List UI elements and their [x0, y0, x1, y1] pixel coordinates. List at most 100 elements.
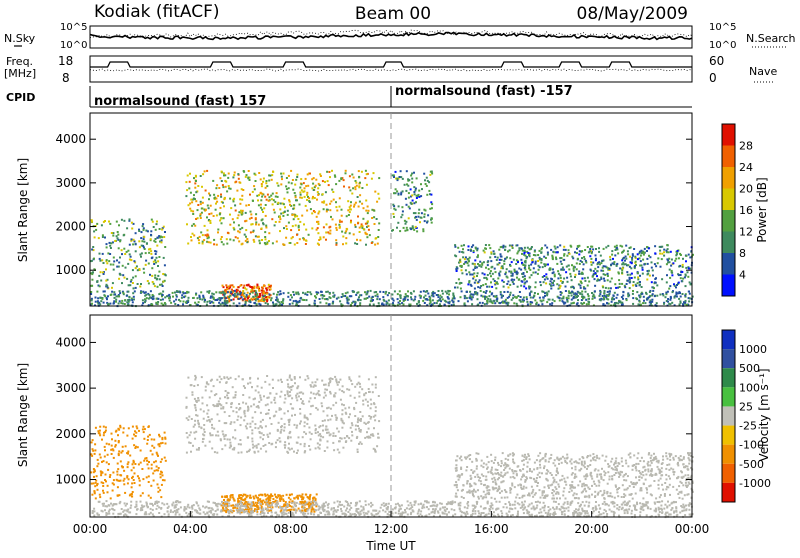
power-cell [551, 255, 553, 257]
power-cell [272, 242, 274, 244]
power-cell [629, 277, 631, 279]
velocity-cell [320, 435, 322, 437]
velocity-cell [360, 429, 362, 431]
power-cell [499, 271, 501, 273]
power-cell [532, 272, 534, 274]
power-cell [116, 221, 118, 223]
power-cell [116, 266, 118, 268]
power-cell [598, 247, 600, 249]
velocity-cell [494, 498, 496, 500]
power-cell [503, 263, 505, 265]
power-cell [334, 176, 336, 178]
power-cell [655, 265, 657, 267]
power-cell [512, 273, 514, 275]
power-cell [590, 269, 592, 271]
power-cell [685, 275, 687, 277]
velocity-cell [161, 438, 163, 440]
power-cell [215, 198, 217, 200]
velocity-cell [123, 483, 125, 485]
velocity-cell [274, 397, 276, 399]
power-cell [482, 302, 484, 304]
power-cell [260, 304, 262, 306]
power-cell [258, 286, 260, 288]
power-cell [520, 301, 522, 303]
velocity-cell [539, 460, 541, 462]
velocity-cell [539, 489, 541, 491]
power-cell [294, 184, 296, 186]
power-cell [471, 303, 473, 305]
power-cell [157, 265, 159, 267]
power-cell [164, 231, 166, 233]
power-cell [285, 237, 287, 239]
power-cell [96, 291, 98, 293]
power-cell [668, 288, 670, 290]
velocity-cell [188, 416, 190, 418]
power-cell [494, 280, 496, 282]
power-cell [255, 218, 257, 220]
velocity-cell [95, 427, 97, 429]
power-cell [222, 186, 224, 188]
power-cell [140, 291, 142, 293]
velocity-cell [190, 384, 192, 386]
velocity-cell [242, 394, 244, 396]
noise-search-label: N.Search [746, 32, 796, 45]
power-cell [261, 209, 263, 211]
velocity-cell [293, 451, 295, 453]
power-cell [654, 263, 656, 265]
power-cell [548, 290, 550, 292]
velocity-cell [219, 376, 221, 378]
velocity-cell [575, 468, 577, 470]
velocity-cell [210, 390, 212, 392]
power-cell [119, 290, 121, 292]
power-cell [349, 211, 351, 213]
power-cell [531, 261, 533, 263]
power-cell [224, 197, 226, 199]
power-cell [210, 205, 212, 207]
power-cell [153, 283, 155, 285]
velocity-cell [266, 397, 268, 399]
power-cell [221, 236, 223, 238]
power-cell [332, 292, 334, 294]
velocity-cell [614, 497, 616, 499]
power-cell [221, 241, 223, 243]
power-cell [162, 285, 164, 287]
power-cell [112, 282, 114, 284]
power-cell [209, 194, 211, 196]
power-cell [502, 267, 504, 269]
velocity-cell [150, 485, 152, 487]
power-cell [685, 285, 687, 287]
velocity-cell [221, 496, 223, 498]
power-cell [193, 297, 195, 299]
power-cell [423, 290, 425, 292]
power-cell [484, 273, 486, 275]
velocity-cell [126, 477, 128, 479]
power-cell [445, 291, 447, 293]
power-cell [328, 184, 330, 186]
power-cell [212, 180, 214, 182]
power-cell [174, 292, 176, 294]
velocity-cell [244, 410, 246, 412]
power-cell [260, 204, 262, 206]
velocity-cell [281, 381, 283, 383]
power-cell [622, 267, 624, 269]
power-cell [200, 231, 202, 233]
power-cell [368, 210, 370, 212]
velocity-cell [164, 457, 166, 459]
power-cell [639, 265, 641, 267]
power-cell [493, 300, 495, 302]
velocity-cell [259, 431, 261, 433]
velocity-cell [107, 469, 109, 471]
power-cell [632, 290, 634, 292]
velocity-cell [664, 495, 666, 497]
velocity-cell [246, 427, 248, 429]
velocity-cell [269, 417, 271, 419]
power-cell [584, 249, 586, 251]
velocity-cell [325, 426, 327, 428]
power-cell [566, 297, 568, 299]
velocity-cell [377, 433, 379, 435]
velocity-cell [148, 495, 150, 497]
power-cell [155, 302, 157, 304]
power-cell [223, 172, 225, 174]
power-cell [482, 296, 484, 298]
power-cell [585, 262, 587, 264]
